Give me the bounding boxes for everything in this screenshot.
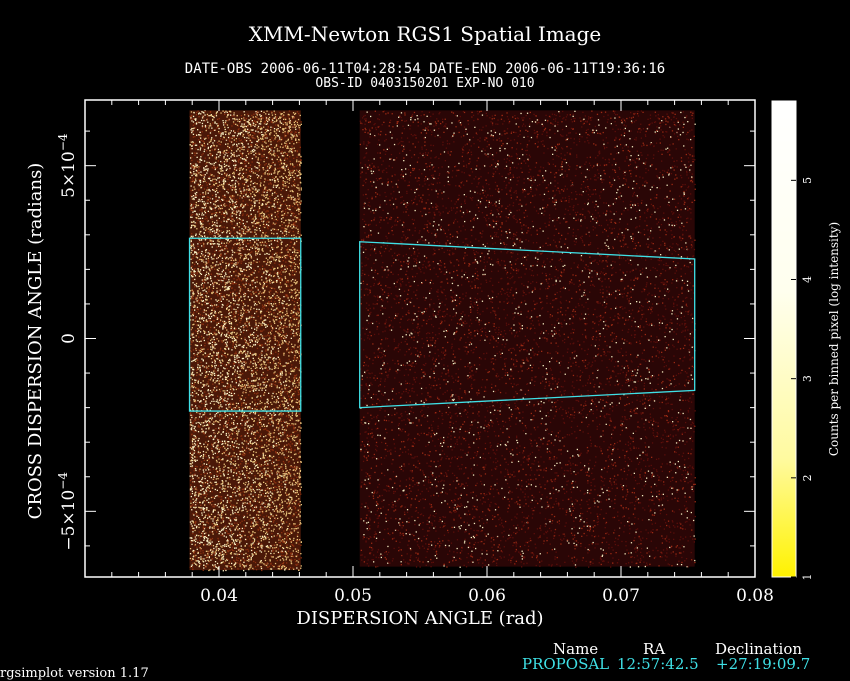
event-layer xyxy=(189,110,696,572)
colorbar-tick-label: 3 xyxy=(801,375,814,382)
name-header: Name xyxy=(553,640,599,658)
source-region-1 xyxy=(188,237,302,412)
colorbar: 1 2 3 4 5 Counts per binned pixel (log intens… xyxy=(771,100,841,581)
target-ra: 12:57:42.5 xyxy=(617,655,699,673)
y-tick-label: 5×10−4 xyxy=(56,133,79,198)
declination-header: Declination xyxy=(715,640,803,658)
y-tick-label: −5×10−4 xyxy=(56,472,79,551)
colorbar-gradient xyxy=(772,101,796,577)
colorbar-tick-label: 1 xyxy=(801,574,814,581)
axes: 0.04 0.05 0.06 0.07 0.08 −5×10−4 0 5×10−4 xyxy=(56,100,774,606)
source-regions xyxy=(188,237,696,412)
x-axis-label: DISPERSION ANGLE (rad) xyxy=(296,608,544,629)
ra-header: RA xyxy=(643,640,666,658)
chart-title: XMM-Newton RGS1 Spatial Image xyxy=(248,22,602,46)
x-tick-label: 0.04 xyxy=(200,586,238,606)
colorbar-tick-label: 5 xyxy=(801,177,814,184)
colorbar-tick-label: 2 xyxy=(801,474,814,481)
colorbar-label: Counts per binned pixel (log intensity) xyxy=(827,222,841,456)
source-region-2 xyxy=(359,241,696,409)
event-strip-2 xyxy=(359,110,696,568)
observation-id: OBS-ID 0403150201 EXP-NO 010 xyxy=(315,76,535,91)
target-declination: +27:19:09.7 xyxy=(716,655,811,673)
observation-dates: DATE-OBS 2006-06-11T04:28:54 DATE-END 20… xyxy=(184,61,666,77)
event-strip-1 xyxy=(189,110,302,572)
x-tick-label: 0.06 xyxy=(468,586,506,606)
x-tick-label: 0.08 xyxy=(736,586,774,606)
y-tick-label: 0 xyxy=(59,333,79,344)
x-tick-label: 0.07 xyxy=(602,586,640,606)
target-name: PROPOSAL xyxy=(522,655,610,673)
x-tick-label: 0.05 xyxy=(334,586,372,606)
colorbar-tick-label: 4 xyxy=(801,276,814,283)
y-axis-label: CROSS DISPERSION ANGLE (radians) xyxy=(25,163,46,520)
version-label: rgsimplot version 1.17 xyxy=(0,666,149,681)
